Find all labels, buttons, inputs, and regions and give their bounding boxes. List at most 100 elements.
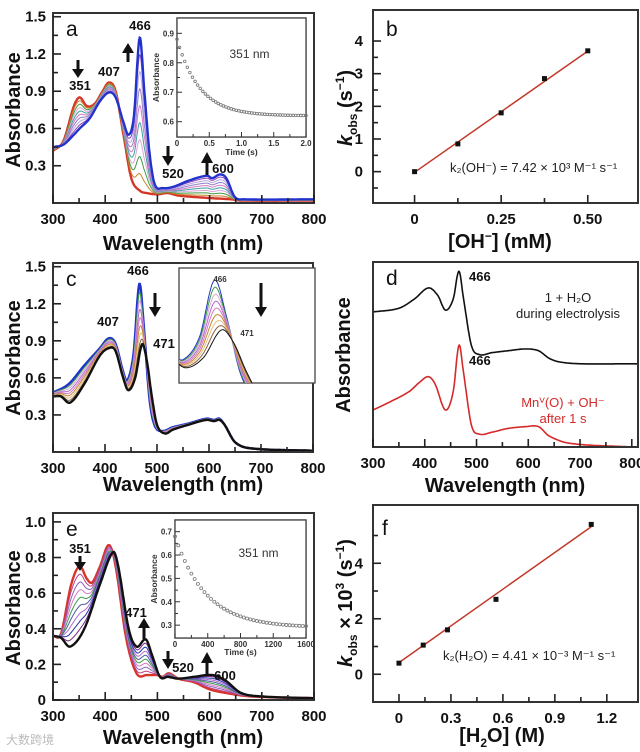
x-tick-label: 700 — [248, 460, 273, 477]
inset-data-point — [198, 86, 202, 91]
y-tick-label: 0 — [38, 692, 46, 709]
y-tick-label: 0.9 — [25, 333, 46, 350]
y-tick-label: 1.5 — [25, 9, 46, 26]
x-tick-label: 0.6 — [492, 710, 513, 727]
peak-label-407: 407 — [98, 64, 120, 79]
inset-data-point — [222, 606, 227, 611]
plot-frame — [372, 261, 639, 448]
traces — [53, 543, 314, 700]
inset-data-point — [182, 559, 187, 563]
spectrum-trace-red — [373, 344, 638, 447]
peak-label-466: 466 — [127, 263, 149, 278]
panel-letter-a: a — [66, 18, 78, 41]
y-tick-label: 1.2 — [25, 296, 46, 313]
x-tick-label: 600 — [197, 211, 222, 228]
peak-label-520: 520 — [172, 660, 194, 675]
inset-data-point — [248, 617, 253, 622]
y-tick-label: 0.6 — [163, 118, 175, 127]
inset-y-axis-label: Absorbance — [149, 554, 159, 603]
y-tick-label: 0.8 — [25, 550, 46, 567]
x-tick-label: 0 — [175, 139, 180, 148]
y-tick-label: 0.3 — [25, 158, 46, 175]
y-axis-label-b: kobs (s−1) — [333, 70, 360, 146]
inset-data-point — [179, 551, 184, 556]
x-tick-label: 400 — [93, 708, 118, 725]
inset-data-point — [199, 586, 204, 591]
panel-e: 300 400 500 600 700 800 0 0.2 0.4 0.6 0.8 1.0 — [25, 512, 327, 725]
y-tick-label: 0.9 — [25, 83, 46, 100]
arrow-up-600 — [201, 652, 213, 674]
inset-trace-4 — [179, 300, 248, 383]
x-tick-label: 1.0 — [236, 139, 248, 148]
x-tick-label: 800 — [300, 460, 325, 477]
inset-trace-9 — [179, 329, 253, 383]
y-tick-label: 0.3 — [161, 621, 173, 630]
inset-data-point — [195, 83, 200, 87]
inset-trace-5 — [179, 307, 250, 383]
y-tick-label: 0.5 — [161, 574, 173, 583]
y-tick-label: 0.6 — [25, 120, 46, 137]
legend-black-line2: during electrolysis — [516, 306, 621, 321]
x-axis-label-a: Wavelength (nm) — [103, 233, 263, 255]
inset-data-point — [304, 113, 308, 118]
x-tick-label: 0 — [395, 710, 403, 727]
y-tick-label: 0.9 — [163, 29, 175, 38]
inset-data-point — [186, 565, 191, 570]
y-tick-label: 0 — [355, 164, 363, 181]
x-tick-label: 500 — [144, 460, 169, 477]
y-axis-label-d: Absorbance — [333, 297, 355, 413]
y-tick-label: 0.2 — [25, 656, 46, 673]
peak-label-520: 520 — [162, 166, 184, 181]
inset-trace-7 — [179, 319, 251, 383]
y-tick-label: 1 — [355, 131, 363, 148]
data-point — [420, 642, 426, 648]
inset-peak-label-466: 466 — [213, 275, 227, 284]
x-tick-label: 600 — [197, 708, 222, 725]
inset-data-point — [216, 101, 220, 106]
x-tick-label: 400 — [201, 640, 215, 649]
inset-e: 0 400 800 1200 1600 0.3 0.4 0.5 0.6 0.7 351 nm Time… — [149, 519, 315, 657]
spectrum-trace-10 — [53, 35, 314, 201]
x-axis-label-d: Wavelength (nm) — [425, 475, 585, 497]
x-tick-label: 500 — [145, 708, 170, 725]
x-tick-label: 0.3 — [441, 710, 462, 727]
x-tick-label: 0.50 — [573, 211, 602, 228]
y-tick-label: 0.6 — [25, 585, 46, 602]
y-tick-label: 1.0 — [25, 514, 46, 531]
inset-trace-1 — [179, 279, 245, 383]
x-tick-label: 400 — [93, 211, 118, 228]
inset-trace-6 — [179, 314, 251, 383]
inset-data-point — [177, 45, 182, 50]
inset-data-point — [235, 613, 240, 618]
x-tick-label: 700 — [249, 708, 274, 725]
arrow-up-466 — [122, 43, 134, 62]
legend-red-line1: Mnⱽ(O) + OH⁻ — [521, 395, 605, 410]
legend-black-line1: 1 + H₂O — [545, 290, 592, 305]
y-tick-label: 1.5 — [25, 259, 46, 276]
x-axis-label-b: [OH−] (mM) — [448, 229, 552, 253]
inset-trace-8 — [179, 325, 252, 383]
data-point — [541, 76, 547, 82]
spectrum-trace-black — [373, 270, 638, 365]
y-tick-label: 0.4 — [161, 598, 173, 607]
x-tick-label: 300 — [40, 211, 65, 228]
inset-data-point — [208, 96, 213, 101]
inset-data-point — [212, 599, 217, 604]
x-tick-label: 400 — [92, 460, 117, 477]
x-tick-label: 300 — [360, 455, 385, 472]
inset-arrow-down — [255, 283, 267, 317]
panel-d: 300 400 500 600 700 800 — [360, 261, 640, 472]
x-tick-label: 300 — [40, 708, 65, 725]
y-axis-label-f: kobs × 103 (s−1) — [333, 539, 360, 667]
data-point — [444, 627, 450, 633]
peak-label-600: 600 — [214, 668, 236, 683]
inset-data-point — [203, 92, 208, 96]
inset-data-point — [180, 53, 184, 57]
x-tick-label: 0.5 — [204, 139, 216, 148]
inset-data-point — [196, 581, 200, 586]
x-tick-label: 2.0 — [300, 139, 312, 148]
y-tick-label: 0.6 — [25, 370, 46, 387]
data-point — [396, 660, 402, 666]
x-tick-label: 0 — [410, 211, 418, 228]
